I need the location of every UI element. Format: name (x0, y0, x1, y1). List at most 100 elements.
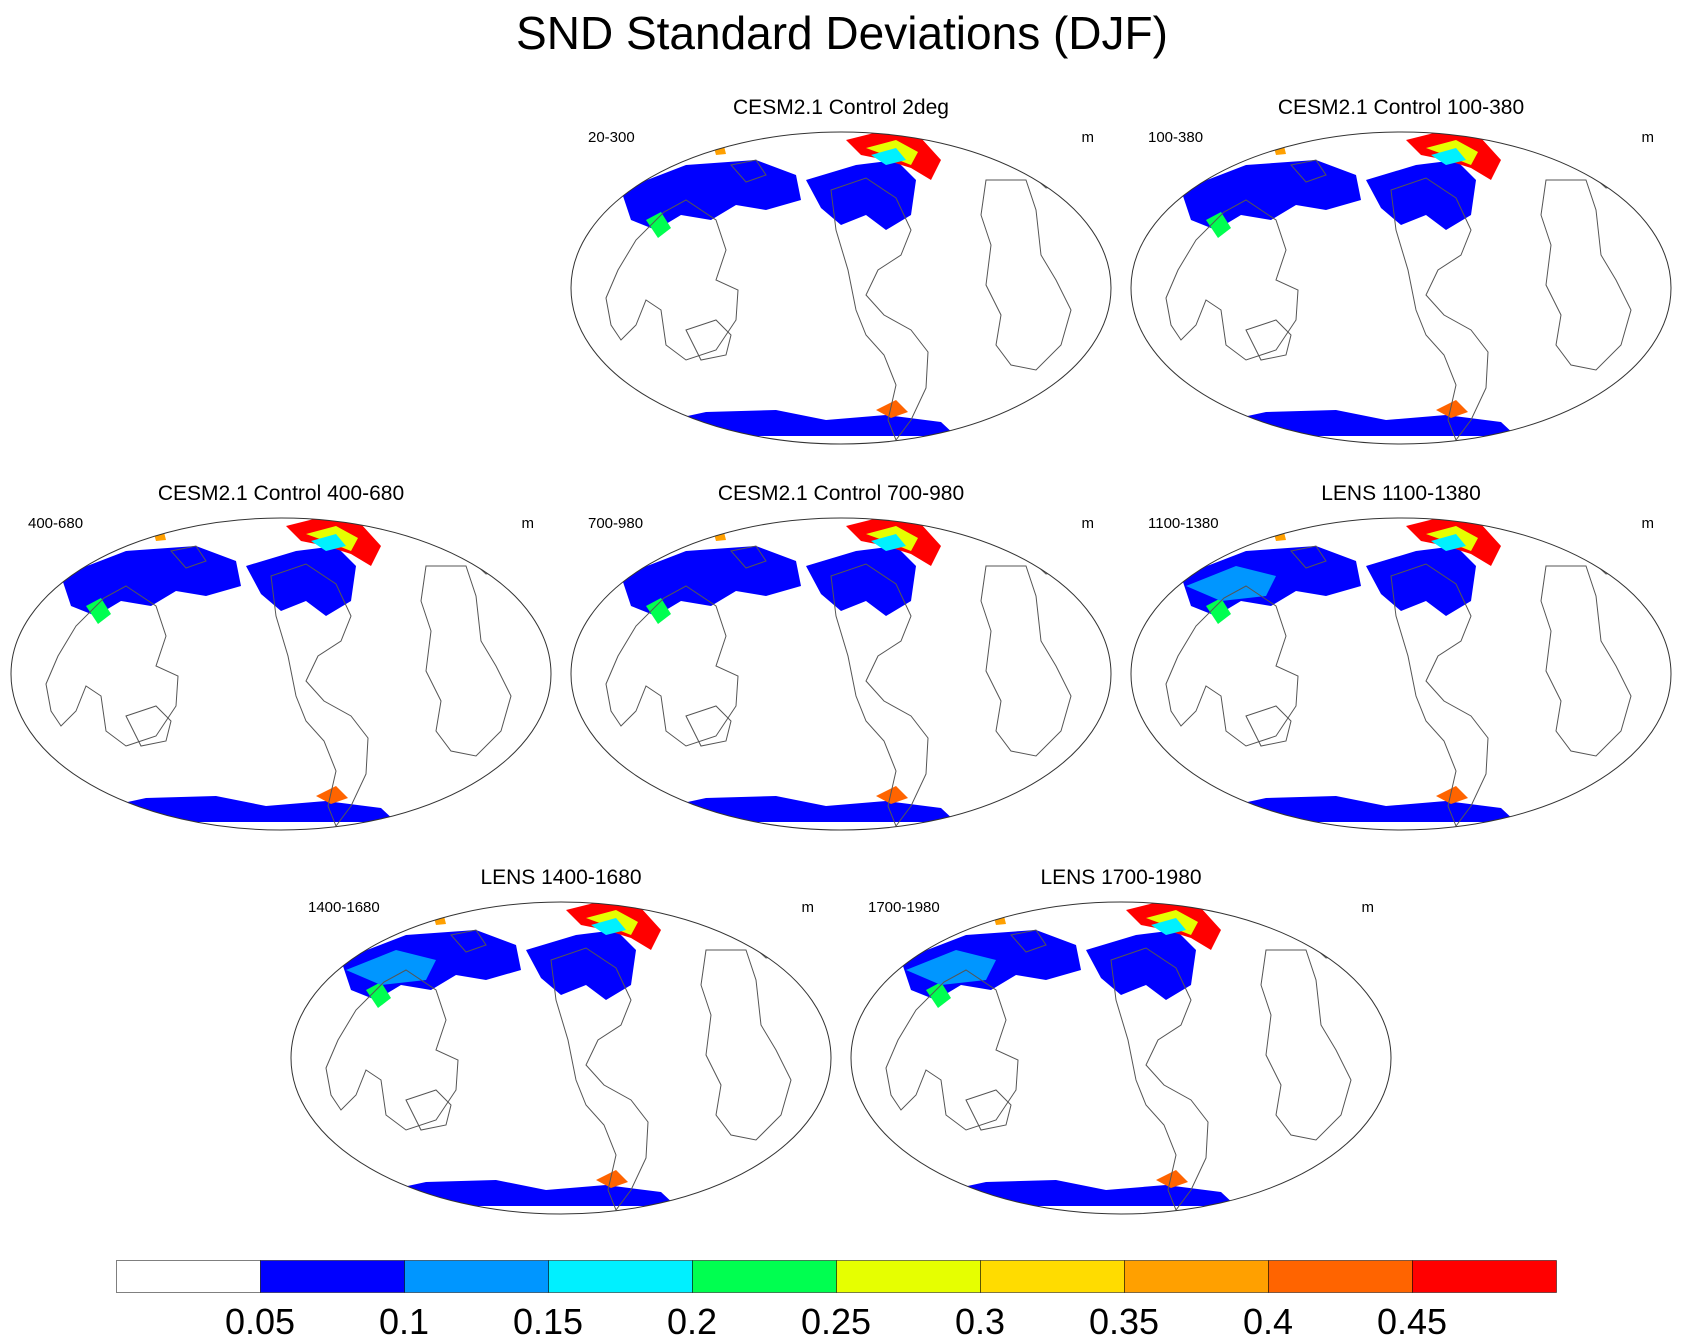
coastline (1540, 179, 1632, 371)
coastline (965, 1089, 1012, 1131)
snow-region (346, 950, 436, 985)
colorbar-tick-label: 0.05 (225, 1301, 295, 1340)
snow-region (646, 598, 671, 624)
panel-units-label: m (521, 515, 535, 532)
snow-region (596, 1170, 628, 1188)
world-map (290, 901, 832, 1215)
coastline (730, 159, 767, 183)
snow-region (621, 546, 801, 616)
panel-title: LENS 1700-1980 (1040, 866, 1202, 889)
colorbar-tick-label: 0.4 (1243, 1301, 1293, 1340)
snow-region (1206, 598, 1231, 624)
coastline (685, 705, 732, 747)
coastline (700, 949, 792, 1141)
colorbar-bin (980, 1260, 1125, 1293)
world-map (1130, 517, 1672, 831)
colorbar-tick-label: 0.15 (513, 1301, 583, 1340)
coastline (605, 199, 739, 361)
panel-title: CESM2.1 Control 2deg (733, 96, 949, 119)
snow-region (311, 534, 346, 551)
coastline (1110, 947, 1209, 1212)
colorbar-bin (116, 1260, 261, 1293)
snow-region (646, 212, 671, 238)
colorbar-bin (1412, 1260, 1557, 1293)
snow-region (1186, 566, 1276, 601)
panel-title: LENS 1100-1380 (1321, 482, 1481, 505)
map-border (850, 901, 1392, 1215)
panel-title: CESM2.1 Control 400-680 (157, 482, 405, 505)
coastline (1390, 563, 1489, 828)
snow-region (1431, 148, 1466, 165)
map-border (570, 517, 1112, 831)
coastline (685, 319, 732, 361)
colorbar-tick-label: 0.3 (955, 1301, 1005, 1340)
panel-years-label: 1400-1680 (308, 899, 380, 916)
colorbar-bin (836, 1260, 981, 1293)
colorbar-tick-label: 0.35 (1089, 1301, 1159, 1340)
coastline (1165, 199, 1299, 361)
map-border (1130, 517, 1672, 831)
map-panel: CESM2.1 Control 400-680 400-680 m (6, 482, 556, 842)
coastline (830, 177, 929, 442)
coastline (1540, 565, 1632, 757)
coastline (885, 969, 1019, 1131)
panel-units-label: m (1641, 129, 1655, 146)
map-panel: CESM2.1 Control 100-380 100-380 m (1126, 96, 1676, 456)
map-border (570, 131, 1112, 445)
coastline (45, 585, 179, 747)
colorbar-tick-label: 0.2 (667, 1301, 717, 1340)
snow-region (61, 546, 241, 616)
map-border (10, 517, 552, 831)
panel-units-label: m (1641, 515, 1655, 532)
coastline (1245, 319, 1292, 361)
colorbar-tick-label: 0.45 (1377, 1301, 1447, 1340)
snow-region (366, 982, 391, 1008)
colorbar-bin (260, 1260, 405, 1293)
panel-units-label: m (1081, 129, 1095, 146)
coastline (1290, 159, 1327, 183)
map-panel: CESM2.1 Control 2deg 20-300 m (566, 96, 1116, 456)
panel-units-label: m (1361, 899, 1375, 916)
world-map (570, 517, 1112, 831)
coastline (980, 565, 1072, 757)
world-map (1130, 131, 1672, 445)
snow-region (1151, 918, 1186, 935)
coastline (1245, 705, 1292, 747)
figure-title: SND Standard Deviations (DJF) (516, 7, 1168, 59)
map-panel: LENS 1400-1680 1400-1680 m (286, 866, 836, 1226)
snow-region (591, 918, 626, 935)
world-map (850, 901, 1392, 1215)
coastline (1260, 949, 1352, 1141)
panel-units-label: m (1081, 515, 1095, 532)
world-map (10, 517, 552, 831)
panel-years-label: 100-380 (1148, 129, 1204, 146)
colorbar: 0.05 0.1 0.15 0.2 0.25 0.3 0.35 0.4 0.45 (116, 1260, 1557, 1340)
coastline (605, 585, 739, 747)
snow-region (316, 786, 348, 804)
snow-region (1206, 212, 1231, 238)
snow-region (1436, 786, 1468, 804)
snow-region (1156, 1170, 1188, 1188)
snow-region (1181, 160, 1361, 230)
map-panel: LENS 1700-1980 1700-1980 m (846, 866, 1396, 1226)
panel-years-label: 20-300 (588, 129, 635, 146)
colorbar-bin (1124, 1260, 1269, 1293)
coastline (830, 563, 929, 828)
coastline (450, 929, 487, 953)
map-border (290, 901, 832, 1215)
coastline (270, 563, 369, 828)
snow-region (876, 786, 908, 804)
coastline (170, 545, 207, 569)
map-border (1130, 131, 1672, 445)
colorbar-bin (404, 1260, 549, 1293)
coastline (1165, 585, 1299, 747)
panel-years-label: 700-980 (588, 515, 644, 532)
colorbar-tick-label: 0.25 (801, 1301, 871, 1340)
panel-units-label: m (801, 899, 815, 916)
colorbar-bin (692, 1260, 837, 1293)
colorbar-bin (1268, 1260, 1413, 1293)
coastline (420, 565, 512, 757)
snow-region (876, 400, 908, 418)
panel-title: CESM2.1 Control 700-980 (717, 482, 965, 505)
panel-years-label: 400-680 (28, 515, 84, 532)
